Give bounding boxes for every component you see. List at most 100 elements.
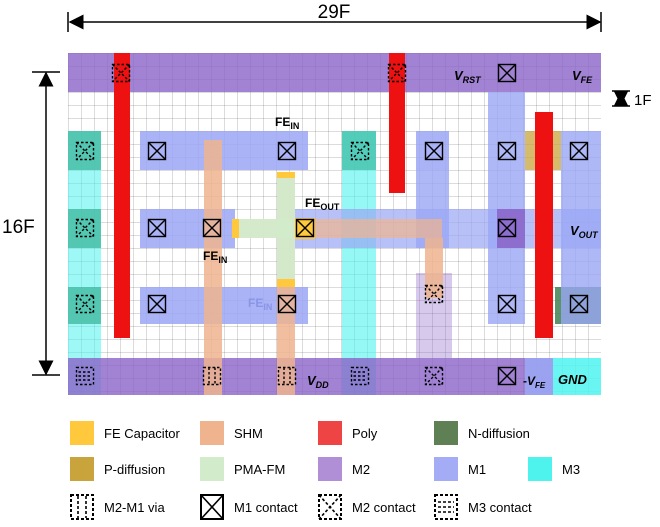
fe-capacitor-swatch — [70, 421, 94, 445]
m3-swatch — [528, 457, 552, 481]
legend-m2-m1-via: M2-M1 via — [70, 494, 165, 520]
p-diffusion-swatch — [70, 457, 94, 481]
m1-contact-symbol — [424, 141, 444, 161]
poly-swatch — [318, 421, 342, 445]
poly-gate-center — [389, 53, 405, 193]
m3-left — [68, 131, 101, 395]
m2-contact-pad — [497, 209, 525, 248]
legend-shm: SHM — [200, 421, 263, 445]
m2-contact-symbol — [350, 141, 370, 161]
legend-label: M1 — [468, 461, 487, 477]
height-label: 16F — [2, 217, 35, 238]
m1-contact-symbol — [497, 366, 517, 386]
via-symbol — [277, 366, 297, 386]
legend-label: M3 — [562, 461, 581, 477]
legend-m2-contact: M2 contact — [318, 494, 416, 520]
m2-swatch — [318, 457, 342, 481]
vout-label: VOUT — [570, 223, 599, 240]
m2-contact-symbol — [75, 141, 95, 161]
m3-contact-icon — [434, 494, 458, 520]
legend-label: Poly — [352, 425, 378, 441]
poly-gate-left — [114, 53, 130, 338]
legend-m1-contact: M1 contact — [200, 494, 298, 520]
legend-label: P-diffusion — [104, 461, 166, 477]
shm-swatch — [200, 421, 224, 445]
legend-label: M2-M1 via — [104, 499, 165, 515]
pma-fm-swatch — [200, 457, 224, 481]
pma-fm-horizontal — [232, 219, 292, 238]
fe-capacitor-top — [277, 172, 295, 178]
legend-label: FE Capacitor — [104, 425, 180, 441]
m1-contact-symbol — [497, 141, 517, 161]
m1-vfe-vertical — [488, 92, 525, 324]
m3-gnd — [553, 358, 601, 395]
m1-contact-symbol — [277, 294, 297, 314]
legend-label: SHM — [234, 425, 263, 441]
legend-m3-contact: M3 contact — [434, 494, 532, 520]
via-icon — [70, 494, 94, 520]
legend-label: M1 contact — [234, 499, 298, 515]
pitch-label: 1F — [634, 92, 652, 109]
fe-out-label: FEOUT — [305, 196, 340, 212]
legend-m3: M3 — [528, 457, 580, 481]
m1-contact-symbol — [569, 294, 589, 314]
m2-m1-vias — [75, 366, 370, 386]
n-diffusion-swatch — [434, 421, 458, 445]
via-symbol — [202, 366, 222, 386]
m3-center — [342, 131, 376, 395]
m2-contact-symbol — [75, 218, 95, 238]
fe-in-label-top: FEIN — [275, 115, 299, 131]
legend-poly: Poly — [318, 421, 377, 445]
fe-in-label-bottom: FEIN — [248, 296, 272, 312]
m1-contact-symbol — [569, 141, 589, 161]
m3-contact-symbol — [350, 366, 370, 386]
m2-vdd-rail — [68, 358, 553, 395]
m3-contact-symbol — [75, 366, 95, 386]
legend-label: M2 contact — [352, 499, 416, 515]
gnd-label: GND — [558, 372, 588, 387]
m2-contact-symbol — [75, 294, 95, 314]
m1-vout-vertical — [561, 131, 601, 324]
m1-contact-icon — [200, 494, 224, 520]
vrst-label: VRST — [454, 68, 482, 85]
shm-left-vertical — [204, 140, 222, 395]
legend-label: PMA-FM — [234, 461, 286, 477]
m2-contact-symbol — [424, 284, 444, 304]
m1-negvfe — [525, 358, 553, 395]
legend-label: M3 contact — [468, 499, 532, 515]
m1-contact-symbol — [202, 218, 222, 238]
m2-contact-icon — [318, 494, 342, 520]
legend-p-diffusion: P-diffusion — [70, 457, 165, 481]
m1-contact-symbol — [147, 294, 167, 314]
m1-contacts — [147, 63, 589, 386]
m2-contact-symbol — [387, 63, 407, 83]
m2-vrst-rail — [68, 53, 601, 92]
vdd-label: VDD — [307, 373, 329, 390]
legend-fe-capacitor: FE Capacitor — [70, 421, 180, 445]
m1-row-1-right — [416, 131, 449, 170]
m1-contact-symbol — [147, 141, 167, 161]
m1-contact-symbol — [277, 141, 297, 161]
m1-contact-symbol — [147, 218, 167, 238]
legend-n-diffusion: N-diffusion — [434, 421, 530, 445]
fe-in-label-left: FEIN — [203, 249, 227, 265]
m1-contact-symbol — [497, 63, 517, 83]
m1-contact-symbol — [497, 294, 517, 314]
legend-m1: M1 — [434, 457, 486, 481]
fe-capacitor-left — [232, 219, 239, 238]
vfe-label: VFE — [572, 68, 593, 85]
neg-vfe-label: -VFE — [523, 374, 546, 390]
shm-right-vertical — [425, 238, 443, 298]
legend-label: M2 — [352, 461, 371, 477]
m1-row-1 — [140, 131, 308, 170]
legend-pma-fm: PMA-FM — [200, 457, 285, 481]
m2-contact-symbol — [424, 366, 444, 386]
m2-contacts — [75, 63, 444, 386]
legend-label: N-diffusion — [468, 425, 530, 441]
m1-contact-symbol — [497, 218, 517, 238]
m2-contact-symbol — [111, 63, 131, 83]
m1-swatch — [434, 457, 458, 481]
fe-capacitor-bottom — [277, 279, 295, 287]
